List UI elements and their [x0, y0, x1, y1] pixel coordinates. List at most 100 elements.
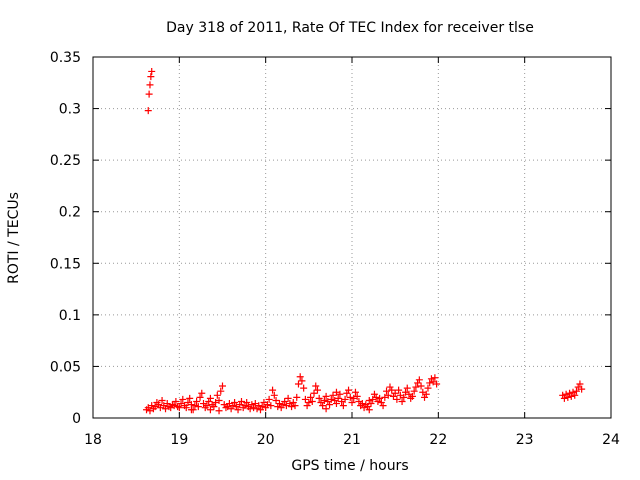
data-point [414, 379, 422, 387]
data-point [262, 404, 270, 412]
data-point [320, 396, 328, 404]
data-point [248, 401, 256, 409]
data-point [288, 403, 296, 411]
data-point [144, 107, 152, 115]
x-tick-label: 18 [84, 432, 102, 448]
data-point [372, 393, 380, 401]
data-point [205, 397, 213, 405]
data-point [170, 402, 178, 410]
data-point [158, 396, 166, 404]
data-point [421, 393, 429, 401]
data-point [383, 387, 391, 395]
data-point [294, 380, 302, 388]
data-point [146, 81, 154, 89]
data-point [296, 373, 304, 381]
data-point [408, 392, 416, 400]
data-point [389, 392, 397, 400]
y-tick-label: 0.15 [50, 256, 81, 272]
data-point [348, 399, 356, 407]
data-point [346, 393, 354, 401]
data-point [332, 388, 340, 396]
data-point [148, 67, 156, 75]
data-point [377, 399, 385, 407]
y-tick-label: 0.35 [50, 50, 81, 66]
data-point [213, 391, 221, 399]
data-point [182, 404, 190, 412]
y-tick-labels: 0 0.05 0.1 0.15 0.2 0.25 0.3 0.35 [50, 50, 81, 427]
data-point [246, 405, 254, 413]
data-point [265, 395, 273, 403]
data-point [403, 384, 411, 392]
data-point [562, 390, 570, 398]
data-point [168, 401, 176, 409]
y-tick-label: 0.25 [50, 153, 81, 169]
data-point [564, 393, 572, 401]
data-point [243, 399, 251, 407]
data-point [186, 394, 194, 402]
data-point [215, 407, 223, 415]
data-point [187, 406, 195, 414]
y-axis-label: ROTI / TECUs [6, 192, 22, 284]
x-tick-label: 21 [343, 432, 361, 448]
data-point [559, 391, 567, 399]
data-point [400, 393, 408, 401]
data-point [393, 395, 401, 403]
data-point [374, 397, 382, 405]
data-point [431, 374, 439, 382]
data-point [237, 397, 245, 405]
data-point [293, 393, 301, 401]
data-point [281, 397, 289, 405]
data-point [203, 402, 211, 410]
y-tick-label: 0.2 [59, 205, 81, 221]
data-point [578, 385, 586, 393]
data-point [241, 402, 249, 410]
data-point [269, 386, 277, 394]
data-point [384, 391, 392, 399]
data-point [365, 396, 373, 404]
data-point [198, 389, 206, 397]
data-point [567, 392, 575, 400]
data-point [367, 400, 375, 408]
data-point [222, 404, 230, 412]
data-point [277, 404, 285, 412]
data-point [334, 394, 342, 402]
data-point [569, 388, 577, 396]
data-point [236, 401, 244, 409]
data-point [332, 400, 340, 408]
y-tick-label: 0.1 [59, 308, 81, 324]
data-point [174, 403, 182, 411]
x-tick-label: 23 [516, 432, 534, 448]
data-point [217, 387, 225, 395]
data-points [143, 67, 586, 415]
data-point [427, 375, 435, 383]
data-point [258, 403, 266, 411]
x-tick-label: 20 [257, 432, 275, 448]
data-point [172, 397, 180, 405]
data-point [272, 396, 280, 404]
data-point [148, 402, 156, 410]
chart-title: Day 318 of 2011, Rate Of TEC Index for r… [166, 20, 534, 36]
data-point [339, 402, 347, 410]
data-point [303, 402, 311, 410]
data-point [227, 405, 235, 413]
data-point [229, 402, 237, 410]
data-point [215, 396, 223, 404]
data-point [155, 401, 163, 409]
data-point [194, 403, 202, 411]
data-point [279, 401, 287, 409]
data-point [395, 386, 403, 394]
data-point [312, 382, 320, 390]
data-point [365, 406, 373, 414]
data-point [422, 390, 430, 398]
data-point [341, 395, 349, 403]
data-point [250, 404, 258, 412]
data-point [386, 383, 394, 391]
x-tick-labels: 18 19 20 21 22 23 24 [84, 432, 620, 448]
data-point [179, 395, 187, 403]
data-point [370, 390, 378, 398]
data-point [322, 392, 330, 400]
y-tick-label: 0.05 [50, 359, 81, 375]
y-tick-label: 0.3 [59, 102, 81, 118]
data-point [255, 402, 263, 410]
x-tick-label: 22 [429, 432, 447, 448]
